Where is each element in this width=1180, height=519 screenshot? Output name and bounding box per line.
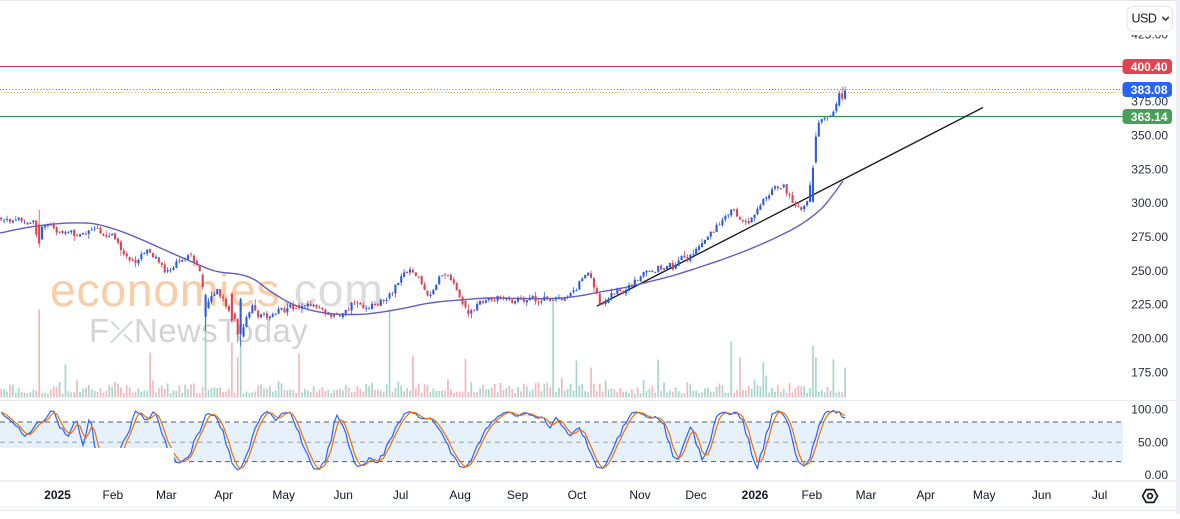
svg-text:May: May [973,488,996,502]
svg-text:Mar: Mar [156,488,177,502]
svg-text:350.00: 350.00 [1131,128,1168,142]
svg-text:383.08: 383.08 [1131,83,1168,97]
svg-text:400.40: 400.40 [1131,60,1168,74]
svg-text:Mar: Mar [856,488,877,502]
svg-text:Dec: Dec [685,488,706,502]
svg-text:200.00: 200.00 [1131,332,1168,346]
svg-text:Apr: Apr [916,488,935,502]
svg-text:2025: 2025 [44,488,71,502]
svg-text:50.00: 50.00 [1138,435,1168,449]
svg-text:Feb: Feb [103,488,124,502]
svg-text:Jul: Jul [1092,488,1107,502]
svg-text:0.00: 0.00 [1145,468,1169,482]
svg-text:250.00: 250.00 [1131,264,1168,278]
svg-text:375.00: 375.00 [1131,95,1168,109]
svg-text:Nov: Nov [629,488,650,502]
svg-text:275.00: 275.00 [1131,230,1168,244]
svg-text:Jul: Jul [393,488,408,502]
svg-text:F⤫NewsToday: F⤫NewsToday [89,312,308,349]
svg-text:100.00: 100.00 [1131,403,1168,417]
svg-text:Jun: Jun [1032,488,1051,502]
svg-text:USD: USD [1132,12,1157,26]
svg-text:May: May [272,488,295,502]
svg-text:175.00: 175.00 [1131,365,1168,379]
svg-text:Feb: Feb [801,488,822,502]
svg-text:2026: 2026 [742,488,769,502]
svg-text:Aug: Aug [449,488,470,502]
svg-text:Oct: Oct [568,488,587,502]
svg-text:225.00: 225.00 [1131,298,1168,312]
svg-text:Sep: Sep [507,488,529,502]
svg-text:300.00: 300.00 [1131,196,1168,210]
svg-text:Apr: Apr [214,488,233,502]
svg-text:325.00: 325.00 [1131,162,1168,176]
svg-text:363.14: 363.14 [1131,110,1168,124]
svg-text:Jun: Jun [334,488,353,502]
